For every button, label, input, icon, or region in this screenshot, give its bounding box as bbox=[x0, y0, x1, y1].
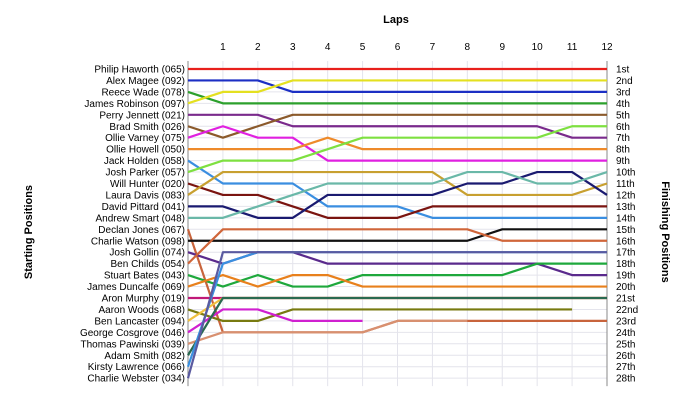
starting-position-label: Ben Childs (054) bbox=[111, 259, 185, 270]
finishing-position-label: 24th bbox=[616, 328, 635, 339]
series-line bbox=[186, 251, 607, 379]
x-tick-label: 7 bbox=[430, 42, 436, 53]
series-line bbox=[187, 228, 607, 265]
starting-position-label: Philip Haworth (065) bbox=[94, 65, 185, 76]
finishing-position-label: 17th bbox=[616, 248, 635, 259]
finishing-position-label: 6th bbox=[616, 122, 630, 133]
starting-position-label: David Pittard (041) bbox=[102, 202, 185, 213]
finishing-position-label: 7th bbox=[616, 133, 630, 144]
series-line bbox=[188, 170, 608, 219]
series-lines bbox=[186, 67, 608, 379]
finishing-position-label: 12th bbox=[616, 190, 635, 201]
starting-position-label: Laura Davis (083) bbox=[106, 190, 185, 201]
x-tick-label: 8 bbox=[465, 42, 471, 53]
series-line bbox=[187, 125, 607, 174]
finishing-position-label: 13th bbox=[616, 202, 635, 213]
finishing-position-label: 3rd bbox=[616, 87, 630, 98]
starting-position-label: Aaron Woods (068) bbox=[98, 305, 185, 316]
finishing-position-label: 28th bbox=[616, 374, 635, 385]
finishing-position-label: 25th bbox=[616, 339, 635, 350]
finishing-position-label: 1st bbox=[616, 65, 630, 76]
starting-position-label: Ollie Howell (050) bbox=[106, 145, 185, 156]
series-line bbox=[187, 308, 573, 322]
finishing-position-label: 15th bbox=[616, 225, 635, 236]
starting-position-label: Ben Lancaster (094) bbox=[94, 316, 185, 327]
series-line bbox=[188, 113, 607, 139]
starting-position-label: Perry Jennett (021) bbox=[99, 110, 185, 121]
x-tick-label: 11 bbox=[567, 42, 578, 53]
starting-position-label: James Duncalfe (069) bbox=[87, 282, 185, 293]
series-line bbox=[187, 113, 607, 139]
starting-position-label: James Robinson (097) bbox=[84, 99, 185, 110]
finishing-position-label: 20th bbox=[616, 282, 635, 293]
series-line bbox=[188, 170, 608, 219]
starting-position-label: Charlie Webster (034) bbox=[87, 374, 185, 385]
starting-position-label: Josh Gollin (074) bbox=[109, 248, 185, 259]
finishing-positions-label: Finishing Positions bbox=[659, 181, 671, 282]
series-line bbox=[187, 125, 607, 162]
series-line bbox=[188, 79, 607, 94]
finishing-position-label: 2nd bbox=[616, 76, 633, 87]
finishing-position-label: 4th bbox=[616, 99, 630, 110]
series-line bbox=[187, 308, 363, 334]
starting-position-label: Will Hunter (020) bbox=[110, 179, 185, 190]
starting-position-label: Charlie Watson (098) bbox=[91, 236, 185, 247]
series-line bbox=[188, 136, 607, 151]
series-line bbox=[187, 182, 607, 219]
finishing-position-labels: 1st2nd3rd4th5th6th7th8th9th10th11th12th1… bbox=[616, 65, 638, 385]
series-line bbox=[187, 262, 607, 288]
series-line bbox=[187, 274, 607, 288]
series-line bbox=[187, 159, 607, 219]
starting-position-label: Alex Magee (092) bbox=[106, 76, 185, 87]
starting-position-label: Reece Wade (078) bbox=[101, 87, 185, 98]
starting-position-label: Declan Jones (067) bbox=[98, 225, 185, 236]
x-tick-label: 3 bbox=[290, 42, 296, 53]
finishing-position-label: 21st bbox=[616, 294, 635, 305]
x-tick-label: 1 bbox=[220, 42, 226, 53]
series-line bbox=[187, 170, 608, 197]
x-tick-label: 6 bbox=[395, 42, 401, 53]
finishing-position-label: 14th bbox=[616, 213, 635, 224]
finishing-position-label: 11th bbox=[616, 179, 635, 190]
finishing-position-label: 22nd bbox=[616, 305, 638, 316]
finishing-position-label: 5th bbox=[616, 110, 630, 121]
starting-position-label: Thomas Pawinski (039) bbox=[81, 339, 185, 350]
starting-position-label: Adam Smith (082) bbox=[104, 351, 185, 362]
starting-position-label: Kirsty Lawrence (066) bbox=[88, 362, 185, 373]
finishing-position-label: 18th bbox=[616, 259, 635, 270]
starting-position-label: George Cosgrove (046) bbox=[80, 328, 185, 339]
grid bbox=[187, 61, 608, 387]
series-line bbox=[187, 79, 607, 105]
finishing-position-label: 9th bbox=[616, 156, 630, 167]
starting-position-label: Andrew Smart (048) bbox=[96, 213, 185, 224]
finishing-position-label: 10th bbox=[616, 168, 635, 179]
finishing-position-label: 26th bbox=[616, 351, 635, 362]
x-tick-label: 9 bbox=[499, 42, 505, 53]
x-axis-ticks: 1 2 3 4 5 6 7 8 9 10 11 12 bbox=[220, 42, 613, 53]
finishing-position-label: 27th bbox=[616, 362, 635, 373]
starting-position-label: Stuart Bates (043) bbox=[104, 271, 185, 282]
series-line bbox=[187, 296, 607, 356]
finishing-position-label: 19th bbox=[616, 271, 635, 282]
starting-position-label: Brad Smith (026) bbox=[109, 122, 185, 133]
chart-title: Laps bbox=[383, 14, 409, 26]
finishing-position-label: 8th bbox=[616, 145, 630, 156]
x-tick-label: 4 bbox=[325, 42, 331, 53]
starting-position-labels: Philip Haworth (065)Alex Magee (092)Reec… bbox=[80, 65, 185, 385]
series-line bbox=[188, 228, 607, 242]
series-line bbox=[187, 319, 468, 345]
starting-positions-label: Starting Positions bbox=[23, 185, 35, 279]
x-tick-label: 10 bbox=[532, 42, 544, 53]
finishing-position-label: 16th bbox=[616, 236, 635, 247]
finishing-position-label: 23rd bbox=[616, 316, 636, 327]
starting-position-label: Jack Holden (058) bbox=[104, 156, 185, 167]
starting-position-label: Josh Parker (057) bbox=[106, 168, 185, 179]
x-tick-label: 12 bbox=[601, 42, 613, 53]
starting-position-label: Ollie Varney (075) bbox=[105, 133, 185, 144]
series-line bbox=[187, 90, 607, 105]
x-tick-label: 5 bbox=[360, 42, 366, 53]
x-tick-label: 2 bbox=[255, 42, 261, 53]
starting-position-label: Aron Murphy (019) bbox=[102, 294, 185, 305]
